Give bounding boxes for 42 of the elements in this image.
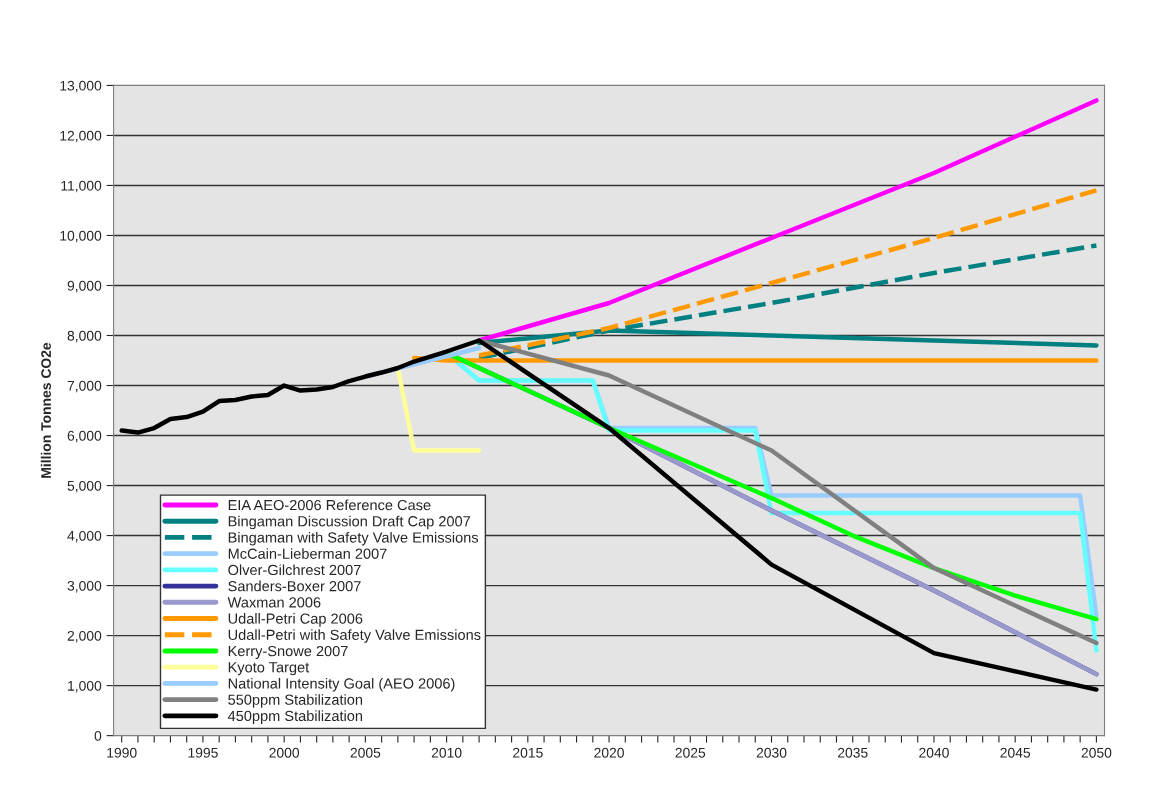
legend-label: Kerry-Snowe 2007 xyxy=(228,645,348,660)
y-tick-label: 9,000 xyxy=(67,280,102,293)
y-tick-label: 4,000 xyxy=(67,530,102,543)
y-tick-label: 12,000 xyxy=(60,130,102,143)
y-tick-label: 6,000 xyxy=(67,430,102,443)
y-tick-label: 13,000 xyxy=(60,80,102,93)
x-tick-label: 2030 xyxy=(756,747,787,758)
x-tick-label: 2005 xyxy=(350,747,381,758)
legend-label: Kyoto Target xyxy=(228,662,310,676)
y-tick-label: 1,000 xyxy=(68,680,102,693)
legend-label: 450ppm Stabilization xyxy=(227,710,363,724)
legend-label: Sanders-Boxer 2007 xyxy=(228,580,361,592)
legend-label: 550ppm Stabilization xyxy=(228,694,363,708)
y-tick-label: 2,000 xyxy=(67,630,102,643)
y-tick-label: 8,000 xyxy=(67,330,102,343)
legend-label: Bingaman with Safety Valve Emissions xyxy=(228,531,479,546)
legend-label: McCain-Lieberman 2007 xyxy=(228,548,387,559)
x-tick-label: 2015 xyxy=(513,747,543,758)
legend-label: Bingaman Discussion Draft Cap 2007 xyxy=(228,515,471,530)
x-tick-label: 2040 xyxy=(919,747,949,758)
y-tick-label: 5,000 xyxy=(67,480,102,493)
x-tick-label: 2050 xyxy=(1081,747,1112,758)
x-tick-label: 2035 xyxy=(837,747,868,758)
x-tick-label: 1990 xyxy=(107,747,137,758)
x-tick-label: 2045 xyxy=(1000,747,1031,758)
x-tick-label: 2025 xyxy=(675,747,706,758)
y-tick-label: 0 xyxy=(94,730,102,741)
x-tick-label: 1995 xyxy=(188,747,218,758)
legend-label: EIA AEO-2006 Reference Case xyxy=(228,499,431,511)
legend-label: Olver-Gilchrest 2007 xyxy=(228,564,361,576)
x-tick-label: 2010 xyxy=(431,747,462,758)
x-tick-label: 2000 xyxy=(269,747,300,758)
legend-label: Waxman 2006 xyxy=(227,597,321,608)
legend-label: Udall-Petri with Safety Valve Emissions xyxy=(228,629,481,643)
y-tick-label: 11,000 xyxy=(61,180,102,193)
legend-label: Udall-Petri Cap 2006 xyxy=(228,613,363,627)
y-tick-label: 7,000 xyxy=(67,380,102,393)
y-axis-title: Million Tonnes CO2e xyxy=(40,342,51,478)
x-tick-label: 2020 xyxy=(594,747,624,758)
y-tick-label: 3,000 xyxy=(67,580,102,593)
legend-label: National Intensity Goal (AEO 2006) xyxy=(228,677,455,692)
y-tick-label: 10,000 xyxy=(60,230,102,243)
